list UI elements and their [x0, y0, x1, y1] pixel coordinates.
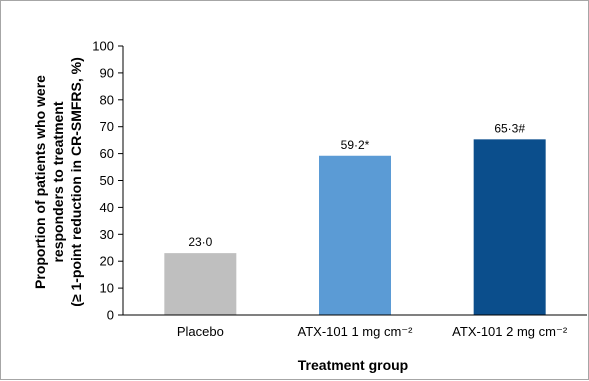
y-axis-title-line-2: responders to treatment	[50, 101, 66, 262]
bar	[319, 155, 391, 315]
y-tick-label: 50	[100, 173, 114, 188]
y-axis-title-line-3: (≥ 1-point reduction in CR-SMFRS, %)	[68, 57, 84, 307]
bar-data-label: 59·2*	[341, 138, 370, 152]
x-category-label: ATX-101 1 mg cm⁻²	[298, 324, 414, 339]
y-tick-label: 20	[100, 254, 114, 269]
y-tick-label: 10	[100, 281, 114, 296]
bar-data-label: 65·3#	[494, 121, 525, 135]
bar	[473, 139, 546, 315]
x-axis-title: Treatment group	[298, 357, 408, 373]
y-tick-label: 40	[100, 200, 114, 215]
y-axis-title: Proportion of patients who were responde…	[32, 57, 84, 307]
x-axis-categories: Placebo ATX-101 1 mg cm⁻² ATX-101 2 mg cm⁻…	[177, 324, 568, 339]
x-category-label: ATX-101 2 mg cm⁻²	[452, 324, 568, 339]
bar-data-label: 23·0	[188, 235, 212, 249]
y-tick-label: 70	[100, 119, 114, 134]
y-axis-title-line-1: Proportion of patients who were	[32, 75, 48, 289]
y-tick-label: 90	[100, 65, 114, 80]
bar	[164, 253, 237, 315]
y-tick-label: 60	[100, 146, 114, 161]
bars	[164, 139, 546, 315]
y-tick-label: 80	[100, 92, 114, 107]
y-tick-label: 0	[107, 308, 114, 323]
y-tick-label: 30	[100, 227, 114, 242]
data-labels: 23·0 59·2* 65·3#	[188, 121, 525, 249]
y-axis-ticks: 0 10 20 30 40 50 60 70 80 90 100	[92, 39, 123, 323]
x-category-label: Placebo	[177, 324, 224, 339]
y-tick-label: 100	[92, 39, 114, 54]
